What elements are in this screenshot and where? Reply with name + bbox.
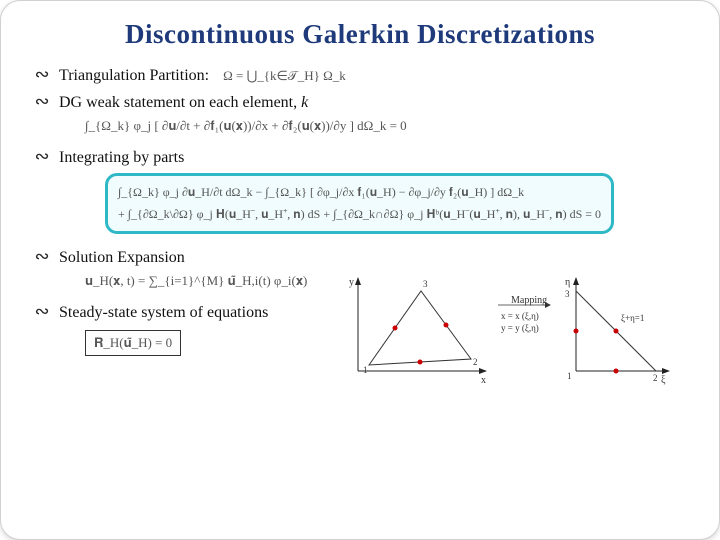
axis-y-label: y: [349, 277, 354, 288]
map-label: Mapping: [511, 295, 547, 306]
eq-weak-statement: ∫_{Ω_k} φ_j [ ∂𝐮/∂t + ∂𝐟₁(𝐮(𝐱))/∂x + ∂𝐟₂…: [85, 118, 687, 134]
map-eq2: y = y (ξ,η): [501, 323, 539, 333]
bullet-integrating: ∾ Integrating by parts ∫_{Ω_k} φ_j ∂𝐮_H/…: [33, 146, 687, 234]
right-plot: η ξ 3 1 2 ξ+η=1: [565, 277, 670, 386]
bullet-label: Solution Expansion: [59, 249, 185, 267]
bullet-glyph: ∾: [33, 246, 51, 267]
axis-x-label: x: [481, 375, 486, 386]
bullet-label: DG weak statement on each element, k: [59, 94, 308, 112]
bullet-label: Triangulation Partition:: [59, 67, 209, 85]
left-plot: y x 1 3 2: [349, 277, 487, 386]
svg-text:1: 1: [363, 365, 368, 375]
svg-text:2: 2: [473, 357, 478, 367]
svg-text:3: 3: [423, 279, 428, 289]
bullet-label: Integrating by parts: [59, 149, 184, 167]
bullet-glyph: ∾: [33, 301, 51, 322]
eq-ibp-block: ∫_{Ω_k} φ_j ∂𝐮_H/∂t dΩ_k − ∫_{Ω_k} [ ∂φ_…: [105, 173, 687, 234]
eq-ibp-line1: ∫_{Ω_k} φ_j ∂𝐮_H/∂t dΩ_k − ∫_{Ω_k} [ ∂φ_…: [118, 182, 601, 204]
svg-text:3: 3: [565, 289, 570, 299]
bullet-triangulation: ∾ Triangulation Partition: Ω = ⋃_{k∈𝒯_H}…: [33, 64, 687, 85]
svg-text:2: 2: [653, 373, 658, 383]
eq-solution-expansion: 𝐮_H(𝐱, t) = ∑_{i=1}^{M} 𝐮̃_H,i(t) φ_i(𝐱): [85, 273, 343, 289]
bullet-glyph: ∾: [33, 91, 51, 112]
bullet-label: Steady-state system of equations: [59, 304, 268, 322]
bullet-solution-expansion: ∾ Solution Expansion 𝐮_H(𝐱, t) = ∑_{i=1}…: [33, 246, 687, 391]
eq-steady-state: 𝐑_H(𝐮̃_H) = 0: [85, 330, 181, 356]
eq-ibp-line2: + ∫_{∂Ω_k\∂Ω} φ_j 𝐇(𝐮_H⁻, 𝐮_H⁺, 𝐧) dS + …: [118, 204, 601, 226]
svg-text:1: 1: [567, 371, 572, 381]
map-eq1: x = x (ξ,η): [501, 311, 539, 321]
bullet-label-text: DG weak statement on each element, k: [59, 94, 308, 111]
slide-frame: Discontinuous Galerkin Discretizations ∾…: [0, 0, 720, 540]
bullet-list: ∾ Triangulation Partition: Ω = ⋃_{k∈𝒯_H}…: [33, 64, 687, 391]
page-title: Discontinuous Galerkin Discretizations: [33, 19, 687, 50]
bullet-glyph: ∾: [33, 146, 51, 167]
bullet-glyph: ∾: [33, 64, 51, 85]
bullet-weak-statement: ∾ DG weak statement on each element, k ∫…: [33, 91, 687, 134]
mapping-diagram: y x 1 3 2 Mappin: [343, 267, 687, 391]
mapping-svg: y x 1 3 2 Mappin: [343, 271, 673, 386]
axis-xi-label: ξ: [661, 375, 666, 386]
mapping-label: Mapping x = x (ξ,η) y = y (ξ,η): [498, 295, 551, 333]
axis-eta-label: η: [565, 277, 570, 288]
solution-expansion-left: 𝐮_H(𝐱, t) = ∑_{i=1}^{M} 𝐮̃_H,i(t) φ_i(𝐱)…: [33, 267, 343, 368]
eq-ibp-highlight: ∫_{Ω_k} φ_j ∂𝐮_H/∂t dΩ_k − ∫_{Ω_k} [ ∂φ_…: [105, 173, 614, 234]
constraint-label: ξ+η=1: [621, 313, 644, 323]
eq-triangulation: Ω = ⋃_{k∈𝒯_H} Ω_k: [223, 68, 346, 84]
